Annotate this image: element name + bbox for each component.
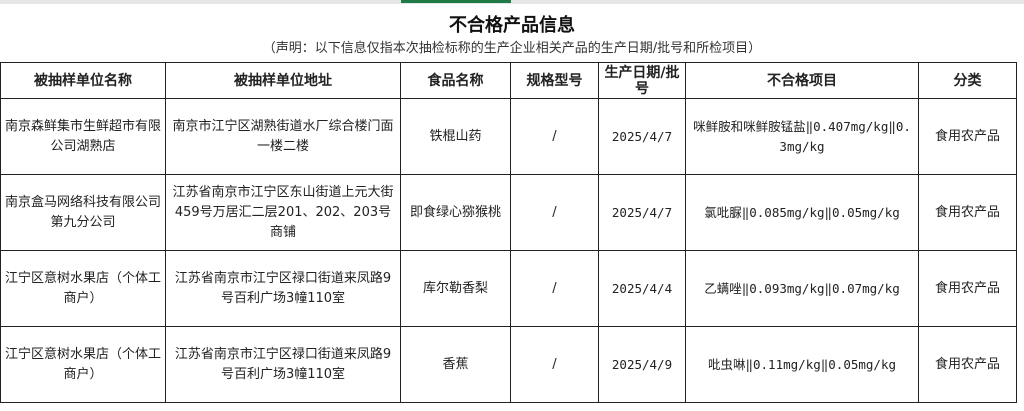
table-row: 南京盒马网络科技有限公司第九分公司 江苏省南京市江宁区东山街道上元大街459号万居… bbox=[0, 174, 1017, 251]
column-header-specification: 规格型号 bbox=[510, 62, 599, 99]
column-header-failed-item: 不合格项目 bbox=[685, 62, 919, 99]
cell-sampled-unit-address: 江苏省南京市江宁区东山街道上元大街459号万居汇二层201、202、203号商铺 bbox=[165, 174, 401, 251]
cell-specification: / bbox=[510, 174, 599, 251]
cell-specification: / bbox=[510, 98, 599, 175]
cell-failed-item: 咪鲜胺和咪鲜胺锰盐‖0.407mg/kg‖0.3mg/kg bbox=[685, 98, 919, 175]
header-row: 被抽样单位名称 被抽样单位地址 食品名称 规格型号 生产日期/批号 不合格项目 分类 bbox=[0, 62, 1017, 99]
table-row: 南京森鲜集市生鲜超市有限公司湖熟店 南京市江宁区湖熟街道水厂综合楼门面一楼二楼 铁棍… bbox=[0, 98, 1017, 175]
cell-sampled-unit-name: 江宁区意树水果店（个体工商户） bbox=[0, 326, 166, 403]
column-header-category: 分类 bbox=[918, 62, 1017, 99]
cell-production-date: 2025/4/9 bbox=[598, 326, 686, 403]
page-title: 不合格产品信息 bbox=[449, 15, 575, 36]
cell-failed-item: 氯吡脲‖0.085mg/kg‖0.05mg/kg bbox=[685, 174, 919, 251]
sheet-tab-bar bbox=[0, 0, 1024, 4]
cell-food-name: 即食绿心猕猴桃 bbox=[400, 174, 511, 251]
cell-sampled-unit-address: 南京市江宁区湖熟街道水厂综合楼门面一楼二楼 bbox=[165, 98, 401, 175]
column-header-sampled-unit-name: 被抽样单位名称 bbox=[0, 62, 166, 99]
cell-sampled-unit-name: 南京盒马网络科技有限公司第九分公司 bbox=[0, 174, 166, 251]
active-sheet-tab[interactable] bbox=[401, 0, 511, 3]
cell-failed-item: 乙螨唑‖0.093mg/kg‖0.07mg/kg bbox=[685, 250, 919, 327]
cell-production-date: 2025/4/7 bbox=[598, 174, 686, 251]
cell-category: 食用农产品 bbox=[918, 250, 1017, 327]
column-header-food-name: 食品名称 bbox=[400, 62, 511, 99]
cell-food-name: 香蕉 bbox=[400, 326, 511, 403]
cell-specification: / bbox=[510, 326, 599, 403]
cell-production-date: 2025/4/7 bbox=[598, 98, 686, 175]
table-row: 江宁区意树水果店（个体工商户） 江苏省南京市江宁区禄口街道来凤路9号百利广场3幢1… bbox=[0, 250, 1017, 327]
cell-sampled-unit-name: 南京森鲜集市生鲜超市有限公司湖熟店 bbox=[0, 98, 166, 175]
cell-production-date: 2025/4/4 bbox=[598, 250, 686, 327]
cell-food-name: 库尔勒香梨 bbox=[400, 250, 511, 327]
cell-category: 食用农产品 bbox=[918, 98, 1017, 175]
cell-sampled-unit-address: 江苏省南京市江宁区禄口街道来凤路9号百利广场3幢110室 bbox=[165, 250, 401, 327]
cell-category: 食用农产品 bbox=[918, 174, 1017, 251]
disclaimer: （声明：以下信息仅指本次抽检标称的生产企业相关产品的生产日期/批号和所检项目） bbox=[262, 41, 762, 56]
cell-food-name: 铁棍山药 bbox=[400, 98, 511, 175]
column-header-production-date: 生产日期/批号 bbox=[598, 62, 686, 99]
cell-sampled-unit-name: 江宁区意树水果店（个体工商户） bbox=[0, 250, 166, 327]
cell-failed-item: 吡虫啉‖0.11mg/kg‖0.05mg/kg bbox=[685, 326, 919, 403]
table-row: 江宁区意树水果店（个体工商户） 江苏省南京市江宁区禄口街道来凤路9号百利广场3幢1… bbox=[0, 326, 1017, 403]
column-header-sampled-unit-address: 被抽样单位地址 bbox=[165, 62, 401, 99]
cell-specification: / bbox=[510, 250, 599, 327]
cell-sampled-unit-address: 江苏省南京市江宁区禄口街道来凤路9号百利广场3幢110室 bbox=[165, 326, 401, 403]
cell-category: 食用农产品 bbox=[918, 326, 1017, 403]
unqualified-products-table: 被抽样单位名称 被抽样单位地址 食品名称 规格型号 生产日期/批号 不合格项目 分类 南京森… bbox=[0, 62, 1017, 403]
